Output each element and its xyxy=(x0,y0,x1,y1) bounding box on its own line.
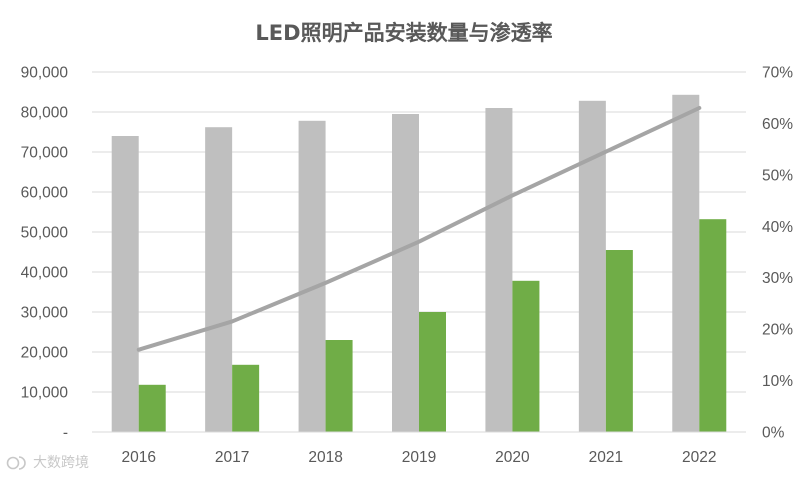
bar-total-2016 xyxy=(111,136,139,432)
y-left-tick-label: 30,000 xyxy=(21,305,69,322)
x-tick-label: 2022 xyxy=(682,449,716,466)
y-left-tick-label: 10,000 xyxy=(21,385,69,402)
x-tick-label: 2018 xyxy=(308,449,342,466)
y-left-tick-label: 60,000 xyxy=(21,185,69,202)
y-right-tick-label: 70% xyxy=(762,65,793,82)
y-right-tick-label: 30% xyxy=(762,270,793,287)
bar-total-2017 xyxy=(205,127,233,432)
bar-led-2019 xyxy=(419,312,446,432)
x-axis: 2016 2017 2018 2019 2020 2021 2022 xyxy=(92,431,746,466)
bars xyxy=(111,94,727,433)
x-tick-label: 2017 xyxy=(215,449,249,466)
x-tick-label: 2019 xyxy=(402,449,436,466)
y-right-tick-label: 50% xyxy=(762,167,793,184)
bar-led-2022 xyxy=(699,219,727,432)
y-axis-left: - 10,000 20,000 30,000 40,000 50,000 60,000 70,… xyxy=(21,65,69,442)
y-left-tick-label: 90,000 xyxy=(21,65,69,82)
x-tick-label: 2020 xyxy=(495,449,530,466)
y-left-tick-label: 50,000 xyxy=(21,225,69,242)
bar-total-2022 xyxy=(672,94,700,433)
x-tick-label: 2021 xyxy=(589,449,623,466)
bar-led-2021 xyxy=(605,250,633,432)
y-right-tick-label: 0% xyxy=(762,425,785,442)
bar-total-2019 xyxy=(392,114,419,432)
x-tick-label: 2016 xyxy=(121,449,155,466)
chart-title: LED照明产品安装数量与渗透率 xyxy=(255,21,552,45)
bar-total-2021 xyxy=(578,100,606,433)
watermark: 大数跨境 xyxy=(6,452,89,472)
y-right-tick-label: 40% xyxy=(762,219,793,236)
logo-icon xyxy=(6,456,26,470)
y-right-tick-label: 60% xyxy=(762,116,793,133)
y-left-tick-label: 20,000 xyxy=(21,345,69,362)
y-axis-right: 0% 10% 20% 30% 40% 50% 60% 70% xyxy=(762,65,793,442)
watermark-text: 大数跨境 xyxy=(33,455,89,471)
y-left-tick-label: 70,000 xyxy=(21,145,69,162)
bar-led-2016 xyxy=(138,384,166,432)
y-left-tick-label: - xyxy=(63,425,68,442)
penetration-line xyxy=(136,106,702,352)
bar-total-2018 xyxy=(298,120,326,433)
y-left-tick-label: 40,000 xyxy=(21,265,69,282)
bar-total-2020 xyxy=(485,108,513,432)
bar-led-2020 xyxy=(512,280,540,432)
bar-led-2017 xyxy=(232,364,260,432)
y-left-tick-label: 80,000 xyxy=(21,105,69,122)
bar-led-2018 xyxy=(325,340,353,432)
y-right-tick-label: 20% xyxy=(762,322,793,339)
y-right-tick-label: 10% xyxy=(762,373,793,390)
